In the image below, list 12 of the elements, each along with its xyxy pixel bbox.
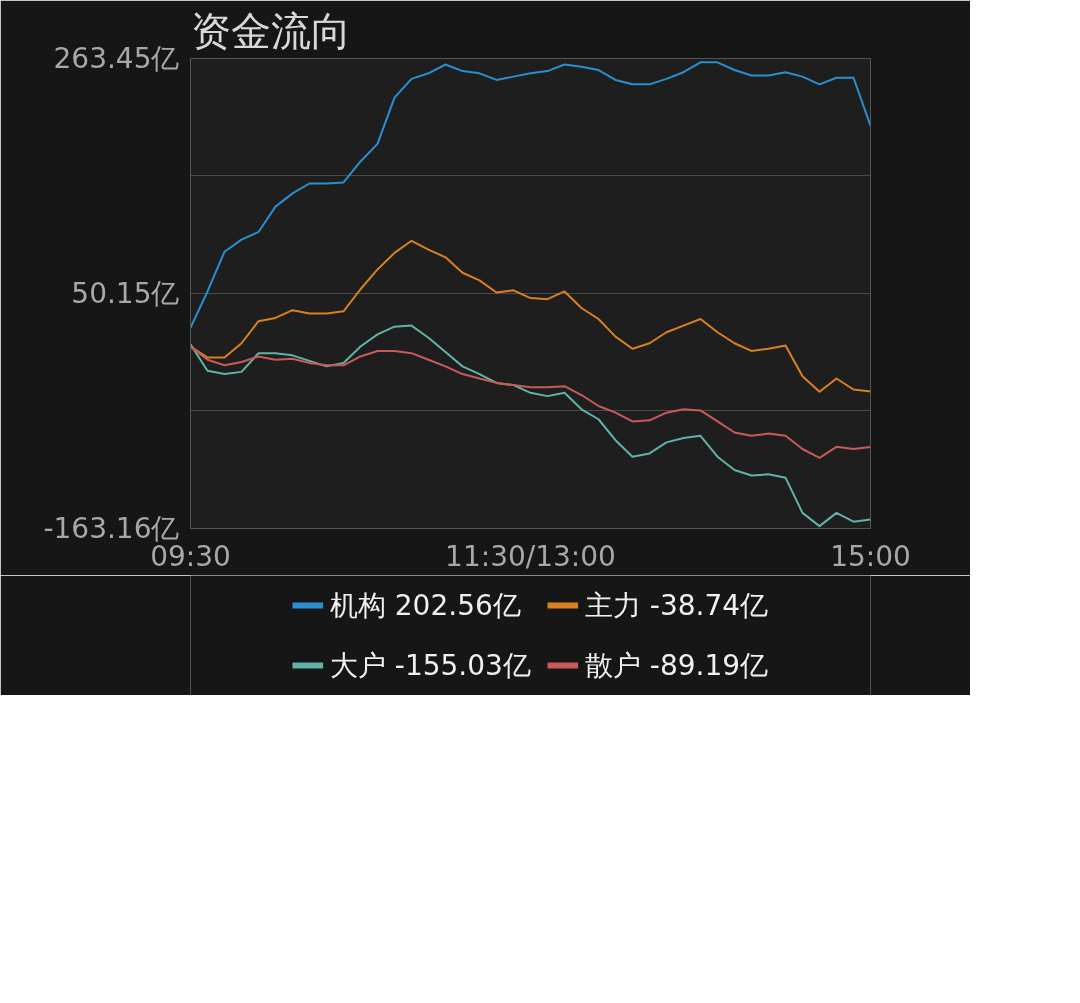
legend-label: 散户 -89.19亿 <box>584 649 769 682</box>
line-series <box>190 345 871 459</box>
x-tick-label: 15:00 <box>830 539 911 573</box>
x-tick-label: 11:30/13:00 <box>445 539 616 573</box>
legend-label: 机构 202.56亿 <box>329 589 521 622</box>
chart-title: 资金流向 <box>190 7 351 54</box>
legend-label: 主力 -38.74亿 <box>584 589 769 622</box>
y-tick-label: 263.45亿 <box>53 42 180 75</box>
y-tick-label: 50.15亿 <box>71 276 180 310</box>
legend-label: 大户 -155.03亿 <box>329 649 531 682</box>
line-series <box>190 61 871 329</box>
line-series <box>190 324 871 528</box>
